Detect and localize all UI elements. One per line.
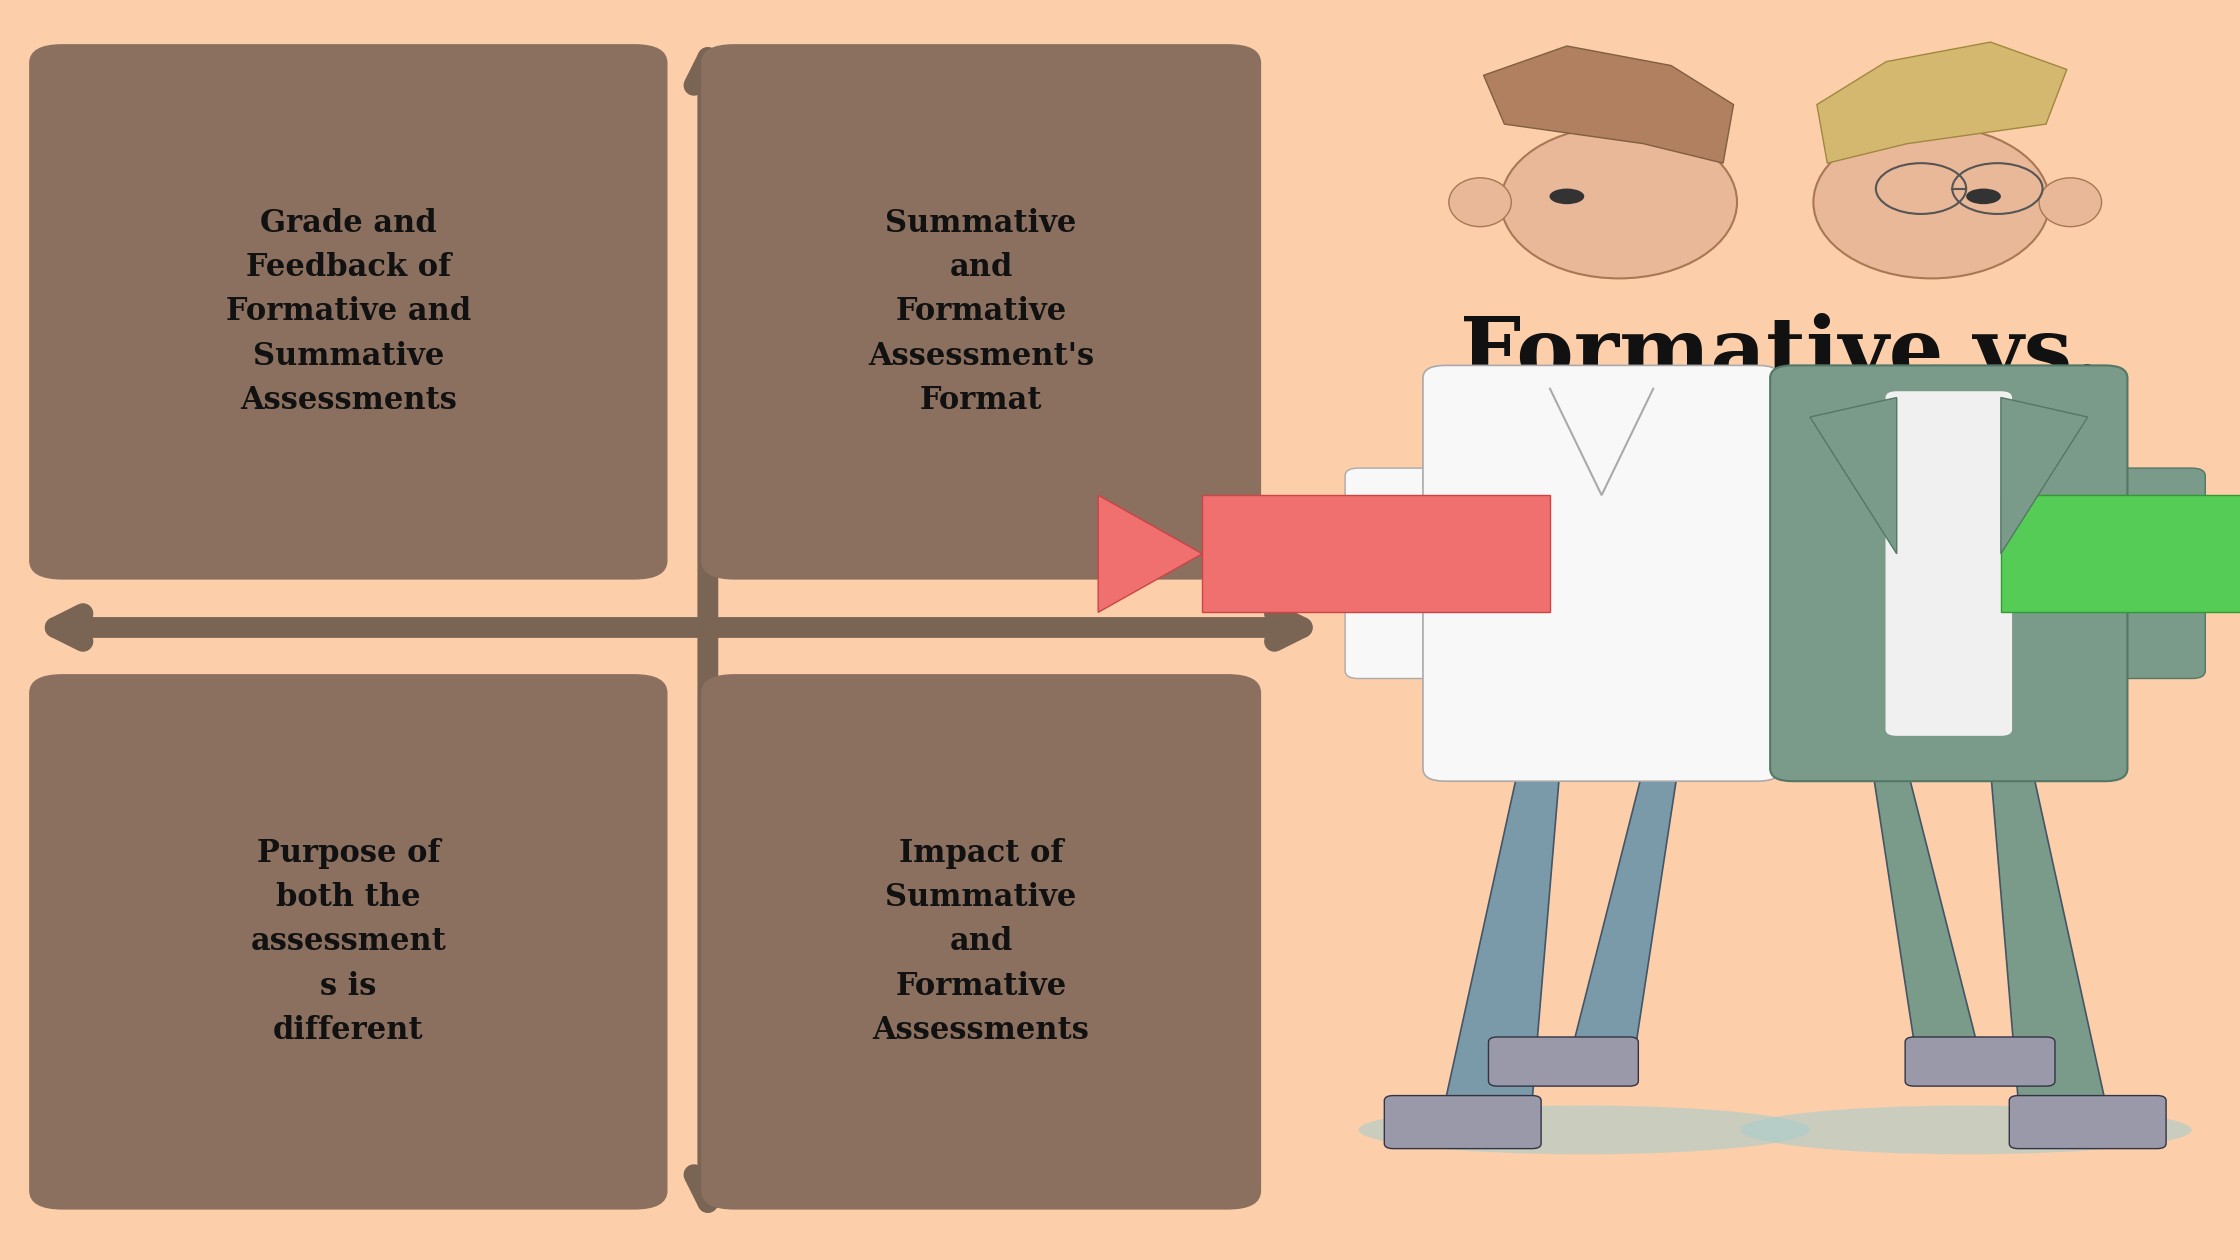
FancyBboxPatch shape xyxy=(1747,469,1846,658)
FancyBboxPatch shape xyxy=(1203,495,1550,612)
Polygon shape xyxy=(1098,495,1203,612)
Ellipse shape xyxy=(1740,1105,2191,1154)
Polygon shape xyxy=(1445,769,1559,1101)
Ellipse shape xyxy=(1501,126,1736,278)
Text: Summative
and
Formative
Assessment's
Format: Summative and Formative Assessment's For… xyxy=(869,208,1093,416)
Polygon shape xyxy=(1810,398,1897,554)
Polygon shape xyxy=(1873,769,1976,1042)
FancyBboxPatch shape xyxy=(1344,467,1458,678)
Polygon shape xyxy=(2000,398,2088,554)
FancyBboxPatch shape xyxy=(1422,365,1781,781)
FancyBboxPatch shape xyxy=(2009,1095,2166,1149)
FancyBboxPatch shape xyxy=(1487,1037,1637,1086)
FancyBboxPatch shape xyxy=(701,44,1261,580)
FancyBboxPatch shape xyxy=(1770,365,2128,781)
Text: Purpose of
both the
assessment
s is
different: Purpose of both the assessment s is diff… xyxy=(251,838,446,1046)
Polygon shape xyxy=(1575,769,1678,1042)
FancyBboxPatch shape xyxy=(1693,469,1803,658)
FancyBboxPatch shape xyxy=(701,674,1261,1210)
FancyBboxPatch shape xyxy=(1904,1037,2054,1086)
Polygon shape xyxy=(1483,45,1734,163)
Ellipse shape xyxy=(1967,189,2000,204)
FancyBboxPatch shape xyxy=(2000,495,2240,612)
Ellipse shape xyxy=(2038,178,2101,227)
Ellipse shape xyxy=(1550,189,1584,204)
Text: Impact of
Summative
and
Formative
Assessments: Impact of Summative and Formative Assess… xyxy=(874,838,1089,1046)
FancyBboxPatch shape xyxy=(1886,391,2012,736)
FancyBboxPatch shape xyxy=(1384,1095,1541,1149)
Text: Formative vs.
Summative
Assessments: Formative vs. Summative Assessments xyxy=(1460,314,2101,644)
FancyBboxPatch shape xyxy=(2092,467,2204,678)
Ellipse shape xyxy=(1357,1105,1810,1154)
FancyBboxPatch shape xyxy=(29,674,668,1210)
Polygon shape xyxy=(1991,769,2106,1101)
Text: Grade and
Feedback of
Formative and
Summative
Assessments: Grade and Feedback of Formative and Summ… xyxy=(226,208,470,416)
Polygon shape xyxy=(1817,42,2068,163)
Ellipse shape xyxy=(1449,178,1512,227)
FancyBboxPatch shape xyxy=(29,44,668,580)
Ellipse shape xyxy=(1814,126,2050,278)
